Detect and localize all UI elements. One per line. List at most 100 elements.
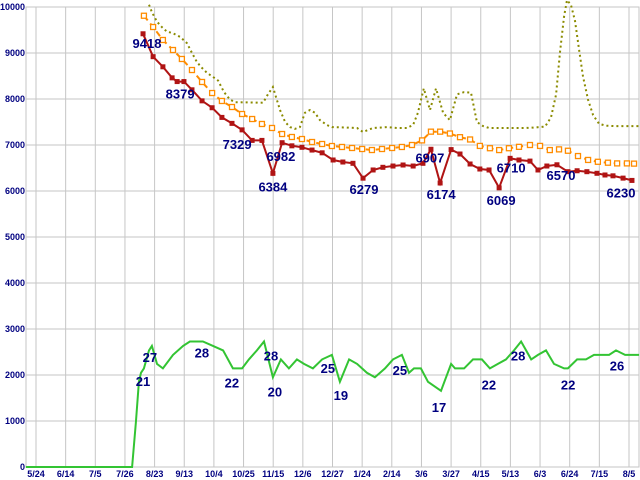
x-axis-labels: 5/24 6/14 7/5 7/26 8/23 9/13 10/4 10/25 11/15 12/… <box>27 469 635 479</box>
data-point-marker <box>149 23 157 31</box>
data-point-marker <box>457 151 463 157</box>
data-point-marker <box>340 159 346 165</box>
data-point-marker <box>140 12 148 19</box>
value-label: 6174 <box>427 187 457 202</box>
data-point-marker <box>602 172 608 178</box>
data-point-marker <box>476 142 484 150</box>
series-annotations-green-weekly-count: 21 27 28 22 28 20 25 19 25 17 22 28 22 26 <box>136 346 624 415</box>
data-point-marker <box>174 79 180 85</box>
value-label: 26 <box>610 358 624 373</box>
data-point-marker <box>516 157 522 163</box>
data-point-marker <box>456 134 464 141</box>
y-tick-label: 9000 <box>5 48 25 58</box>
data-point-marker <box>400 162 406 168</box>
series-line-green-weekly-count <box>25 339 640 468</box>
data-point-marker <box>613 160 621 167</box>
y-tick-label: 7000 <box>5 140 25 150</box>
data-point-marker <box>437 180 443 186</box>
value-label: 28 <box>195 346 209 361</box>
data-point-marker <box>348 144 356 152</box>
y-tick-label: 4000 <box>5 278 25 288</box>
data-point-marker <box>584 169 590 175</box>
x-tick-label: 6/3 <box>534 469 547 479</box>
data-point-marker <box>448 147 454 153</box>
x-tick-label: 5/13 <box>502 469 520 479</box>
y-tick-label: 3000 <box>5 324 25 334</box>
x-tick-label: 5/24 <box>27 469 45 479</box>
data-point-marker <box>298 135 306 143</box>
value-label: 6384 <box>258 179 288 194</box>
series-green-weekly-count <box>25 339 640 468</box>
data-point-marker <box>398 143 406 151</box>
data-point-marker <box>584 156 592 164</box>
x-tick-label: 1/24 <box>353 469 371 479</box>
data-point-marker <box>546 146 553 154</box>
data-point-marker <box>208 89 216 97</box>
data-point-marker <box>219 114 225 120</box>
data-point-marker <box>388 144 396 152</box>
x-tick-label: 9/13 <box>176 469 194 479</box>
data-point-marker <box>328 142 336 150</box>
y-tick-label: 0 <box>20 462 25 472</box>
plot-border <box>25 6 640 468</box>
data-point-marker <box>288 133 296 141</box>
data-point-marker <box>390 163 396 169</box>
x-tick-label: 7/5 <box>89 469 102 479</box>
value-label: 20 <box>268 384 282 399</box>
value-label: 7329 <box>223 137 252 152</box>
data-point-marker <box>536 142 544 150</box>
value-label: 6907 <box>415 150 444 165</box>
data-point-marker <box>299 144 305 150</box>
value-label: 25 <box>393 363 407 378</box>
x-tick-label: 12/6 <box>294 469 312 479</box>
value-label: 6230 <box>607 185 636 200</box>
data-point-marker <box>544 163 550 169</box>
data-point-marker <box>428 146 434 152</box>
data-point-marker <box>594 170 600 176</box>
y-tick-label: 2000 <box>5 370 25 380</box>
data-point-marker <box>574 168 580 174</box>
x-tick-label: 2/14 <box>383 469 401 479</box>
data-point-marker <box>446 130 454 137</box>
data-point-marker <box>259 137 265 143</box>
data-point-marker <box>486 167 492 173</box>
data-point-marker <box>169 46 177 54</box>
data-point-marker <box>178 55 186 63</box>
data-point-marker <box>278 130 286 138</box>
data-point-marker <box>408 141 416 149</box>
data-point-marker <box>427 128 435 135</box>
data-point-marker <box>370 167 376 173</box>
data-point-marker <box>594 158 602 165</box>
data-point-marker <box>436 128 444 135</box>
data-point-marker <box>526 141 534 149</box>
x-tick-label: 6/14 <box>57 469 75 479</box>
data-point-marker <box>330 157 336 163</box>
value-label: 17 <box>432 400 446 415</box>
value-label: 22 <box>482 377 496 392</box>
value-label: 25 <box>321 361 335 376</box>
value-label: 22 <box>561 377 575 392</box>
value-label: 28 <box>511 349 525 364</box>
data-point-marker <box>279 140 285 146</box>
x-tick-label: 8/5 <box>623 469 636 479</box>
data-point-marker <box>495 146 503 154</box>
y-axis-labels: 0 1000 2000 3000 4000 5000 6000 7000 8000 9000 100… <box>0 2 25 472</box>
series-red-solid-squares <box>140 31 635 191</box>
data-point-marker <box>268 124 276 132</box>
data-point-marker <box>239 127 245 133</box>
y-tick-label: 10000 <box>0 2 25 12</box>
data-point-marker <box>467 161 473 167</box>
data-point-marker <box>360 175 366 181</box>
data-point-marker <box>630 160 638 167</box>
series-orange-dashed-squares <box>140 12 638 167</box>
data-point-marker <box>380 164 386 170</box>
data-point-marker <box>318 140 326 148</box>
data-point-marker <box>410 163 416 169</box>
data-point-marker <box>150 54 156 60</box>
data-point-marker <box>574 152 582 160</box>
data-point-marker <box>188 66 196 74</box>
data-point-marker <box>564 147 572 154</box>
data-point-marker <box>420 160 426 166</box>
data-point-marker <box>229 120 235 126</box>
